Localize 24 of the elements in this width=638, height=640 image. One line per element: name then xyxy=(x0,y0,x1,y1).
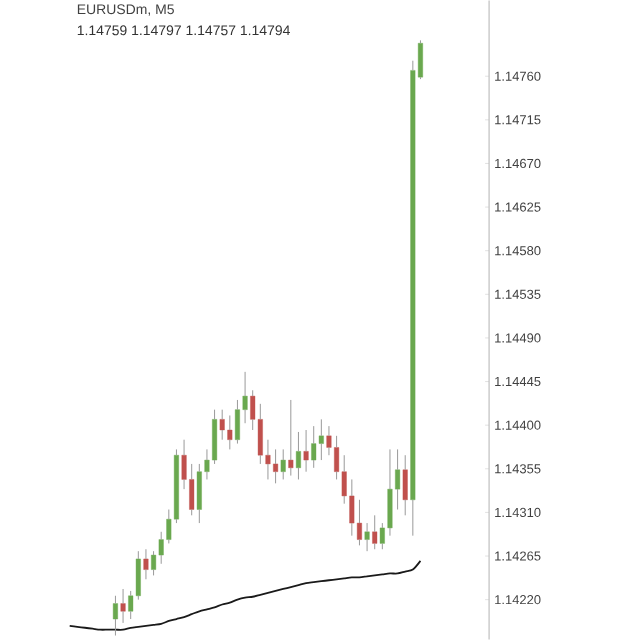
candlestick xyxy=(280,448,286,480)
candlestick xyxy=(371,514,377,550)
candlestick xyxy=(348,478,354,537)
candlestick xyxy=(356,499,362,546)
candlestick xyxy=(188,463,194,516)
candlestick xyxy=(387,448,393,537)
candlestick xyxy=(318,418,324,461)
candlestick xyxy=(120,588,126,624)
candlestick xyxy=(196,463,202,524)
candlestick xyxy=(211,409,217,465)
candlestick xyxy=(295,431,301,480)
candlestick xyxy=(226,414,232,450)
candlestick xyxy=(234,399,240,445)
candlestick xyxy=(402,454,408,516)
candlestick xyxy=(143,548,149,580)
candlestick xyxy=(257,403,263,465)
candlestick xyxy=(303,429,309,473)
candlestick xyxy=(287,399,293,477)
candlestick xyxy=(364,522,370,552)
line-series xyxy=(68,559,421,631)
candlestick xyxy=(219,409,225,441)
candlestick xyxy=(272,448,278,484)
candlestick xyxy=(112,595,118,637)
candlestick xyxy=(310,425,316,469)
